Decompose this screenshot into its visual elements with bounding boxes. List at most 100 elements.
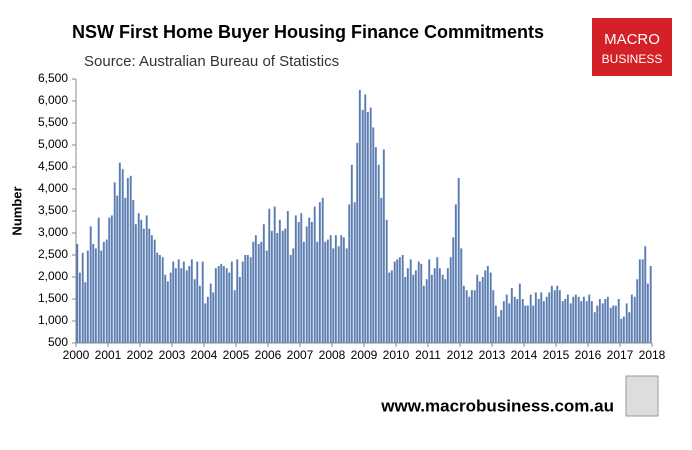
bar (428, 259, 431, 343)
bar (422, 285, 425, 343)
bar (321, 197, 324, 343)
y-tick-label: 1,000 (38, 313, 68, 327)
bar (577, 296, 580, 343)
y-tick-label: 1,500 (38, 291, 68, 305)
bar (185, 270, 188, 343)
y-tick-label: 6,000 (38, 93, 68, 107)
bar (270, 230, 273, 343)
bar (305, 226, 308, 343)
logo-text: MACRO (604, 31, 660, 48)
bar (180, 268, 183, 343)
bar (300, 213, 303, 343)
bar (604, 299, 607, 343)
bar (420, 263, 423, 343)
bar (521, 299, 524, 343)
bar (606, 296, 609, 343)
x-tick-label: 2004 (191, 348, 218, 362)
bar (566, 294, 569, 343)
bar (638, 259, 641, 343)
bar (364, 94, 367, 344)
bar (481, 277, 484, 343)
bar (534, 292, 537, 343)
bar (393, 261, 396, 343)
bar (401, 255, 404, 343)
bar (86, 250, 89, 343)
bar (310, 222, 313, 343)
bar (548, 292, 551, 343)
x-tick-label: 2013 (479, 348, 506, 362)
bar (249, 257, 252, 343)
bar (556, 285, 559, 343)
bar (284, 228, 287, 343)
bar (358, 90, 361, 343)
bar (78, 272, 81, 343)
bar (513, 296, 516, 343)
chart-subtitle: Source: Australian Bureau of Statistics (84, 53, 339, 70)
bar (430, 274, 433, 343)
bar (492, 290, 495, 343)
bar (94, 248, 97, 343)
bar (126, 178, 129, 343)
x-tick-label: 2002 (127, 348, 154, 362)
bar (113, 182, 116, 343)
bar (222, 266, 225, 343)
bar (318, 202, 321, 343)
bar (214, 268, 217, 343)
bar (433, 268, 436, 343)
bar (329, 235, 332, 343)
bar (417, 261, 420, 343)
bar (289, 255, 292, 343)
bar (89, 226, 92, 343)
bar (516, 299, 519, 343)
bar (161, 257, 164, 343)
bar (468, 296, 471, 343)
x-tick-label: 2010 (383, 348, 410, 362)
x-tick-label: 2008 (319, 348, 346, 362)
bar (385, 219, 388, 343)
bar (454, 204, 457, 343)
bar (465, 290, 468, 343)
bar (286, 211, 289, 343)
bar (601, 303, 604, 343)
bar (212, 292, 215, 343)
bar (116, 195, 119, 343)
bar (182, 261, 185, 343)
bar (553, 290, 556, 343)
bar (108, 217, 111, 343)
bar (617, 299, 620, 343)
bar (140, 219, 143, 343)
y-tick-label: 4,500 (38, 159, 68, 173)
bar (92, 244, 95, 343)
bar (308, 217, 311, 343)
x-tick-label: 2009 (351, 348, 378, 362)
bar (518, 283, 521, 343)
bar (105, 239, 108, 343)
bar (177, 259, 180, 343)
bar (292, 248, 295, 343)
bar (476, 274, 479, 343)
bar (238, 277, 241, 343)
bar (505, 294, 508, 343)
footer-url: www.macrobusiness.com.au (380, 396, 614, 415)
bar (369, 107, 372, 343)
x-tick-label: 2007 (287, 348, 314, 362)
bar (374, 147, 377, 343)
bar (532, 305, 535, 343)
bar (156, 252, 159, 343)
bar (228, 272, 231, 343)
bar (457, 178, 460, 343)
bar (196, 261, 199, 343)
bar (545, 296, 548, 343)
y-tick-label: 5,000 (38, 137, 68, 151)
x-tick-label: 2018 (639, 348, 666, 362)
y-tick-label: 5,500 (38, 115, 68, 129)
bar (649, 266, 652, 343)
bar (620, 318, 623, 343)
x-tick-label: 2001 (95, 348, 122, 362)
bar (625, 303, 628, 343)
x-tick-label: 2017 (607, 348, 634, 362)
bar (246, 255, 249, 343)
bar (166, 281, 169, 343)
bar (230, 261, 233, 343)
